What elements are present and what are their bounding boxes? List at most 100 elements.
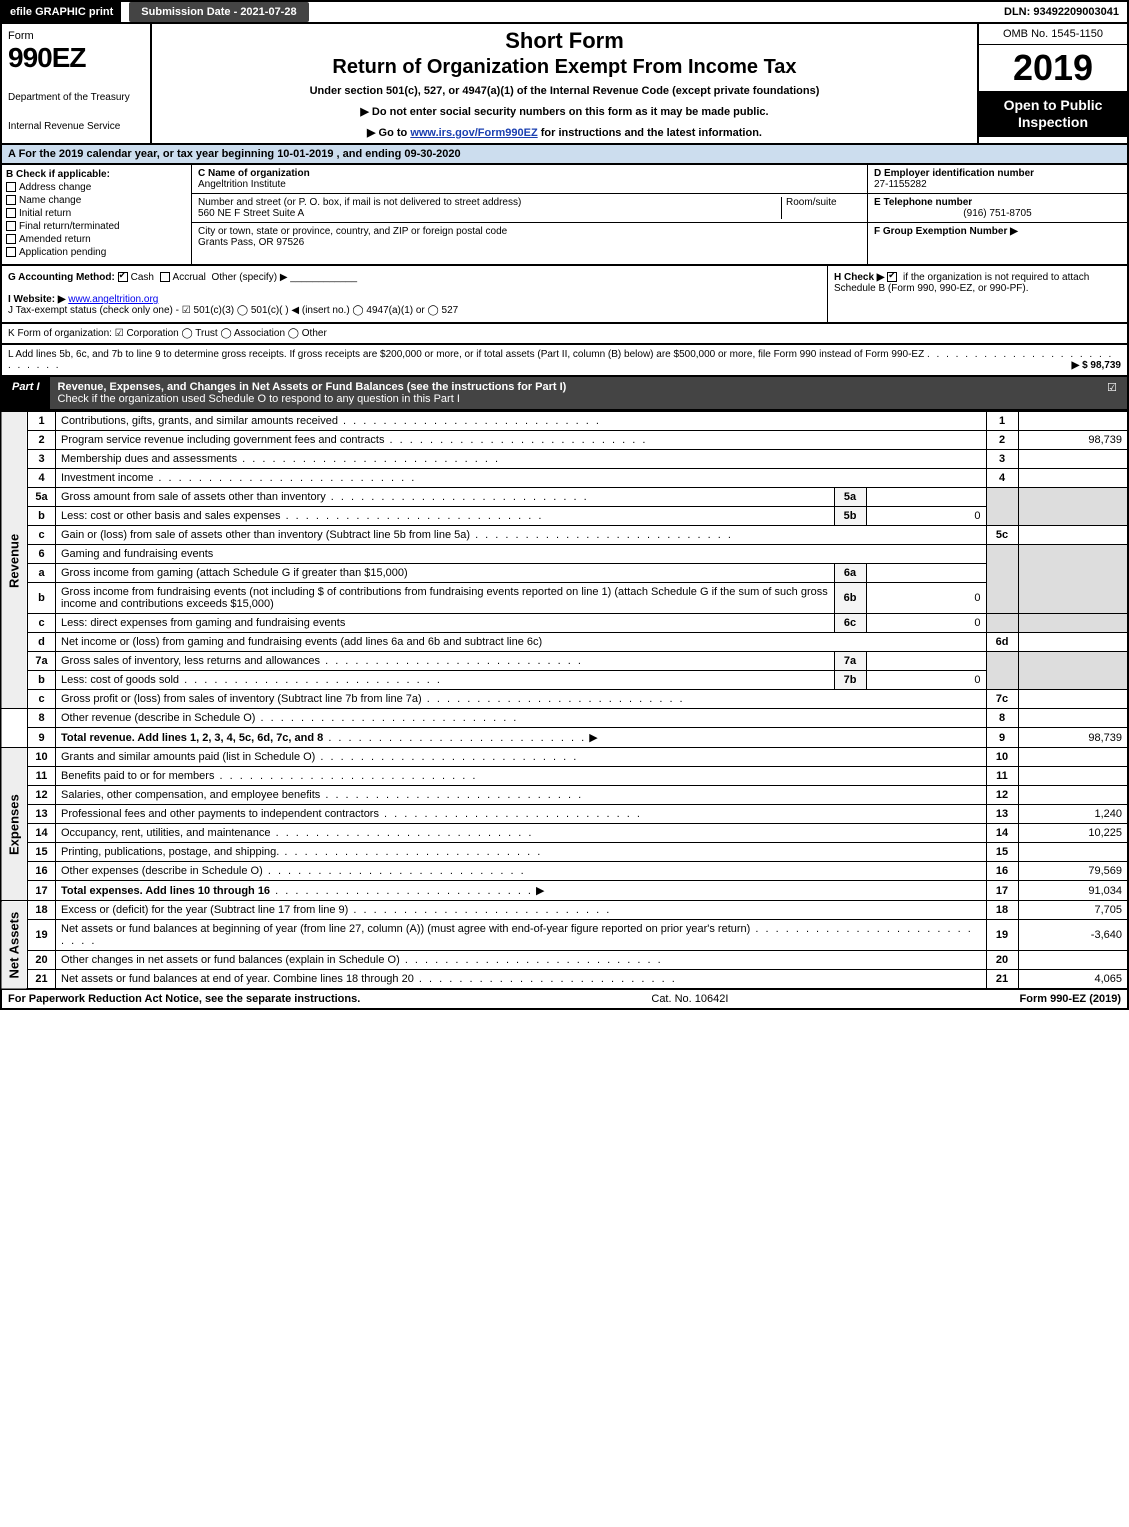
- ln6b-num: b: [28, 583, 56, 614]
- row-a-taxyear: A For the 2019 calendar year, or tax yea…: [0, 145, 1129, 165]
- submission-date: Submission Date - 2021-07-28: [129, 2, 308, 22]
- ln6a-sub: 6a: [834, 564, 866, 583]
- form-number: 990EZ: [8, 42, 144, 74]
- ln9-ref: 9: [986, 728, 1018, 748]
- ln9-amt: 98,739: [1018, 728, 1128, 748]
- ein-label: D Employer identification number: [874, 168, 1121, 179]
- footer-right: Form 990-EZ (2019): [1020, 993, 1121, 1005]
- ln18-desc: Excess or (deficit) for the year (Subtra…: [61, 904, 348, 916]
- ln6a-num: a: [28, 564, 56, 583]
- do-not-enter: ▶ Do not enter social security numbers o…: [162, 105, 967, 118]
- ln21-ref: 21: [986, 970, 1018, 990]
- chk-amended-return[interactable]: Amended return: [6, 234, 187, 245]
- ln5b-desc: Less: cost or other basis and sales expe…: [61, 510, 281, 522]
- ln1-ref: 1: [986, 412, 1018, 431]
- return-title: Return of Organization Exempt From Incom…: [162, 56, 967, 79]
- ln5c-num: c: [28, 526, 56, 545]
- ln16-ref: 16: [986, 862, 1018, 881]
- ln15-desc: Printing, publications, postage, and shi…: [61, 846, 279, 858]
- go-to-pre: ▶ Go to: [367, 127, 410, 139]
- ln16-desc: Other expenses (describe in Schedule O): [61, 865, 263, 877]
- side-netassets: Net Assets: [1, 901, 28, 990]
- org-street: 560 NE F Street Suite A: [198, 208, 304, 219]
- info-block: B Check if applicable: Address change Na…: [0, 165, 1129, 266]
- col-c-org: C Name of organization Angeltrition Inst…: [192, 165, 867, 264]
- col-b-title: B Check if applicable:: [6, 169, 187, 180]
- line-l-text: L Add lines 5b, 6c, and 7b to line 9 to …: [8, 349, 924, 360]
- chk-application-pending[interactable]: Application pending: [6, 247, 187, 258]
- chk-label: Application pending: [19, 247, 106, 258]
- chk-h[interactable]: [887, 272, 897, 282]
- ln14-ref: 14: [986, 824, 1018, 843]
- irs-link[interactable]: www.irs.gov/Form990EZ: [410, 127, 537, 139]
- ln5b-sub: 5b: [834, 507, 866, 526]
- ln5b-num: b: [28, 507, 56, 526]
- ln7b-sub: 7b: [834, 671, 866, 690]
- chk-cash[interactable]: [118, 272, 128, 282]
- chk-label: Final return/terminated: [19, 221, 120, 232]
- ln6b-sval: 0: [866, 583, 986, 614]
- website-link[interactable]: www.angeltrition.org: [68, 294, 158, 305]
- go-to-post: for instructions and the latest informat…: [541, 127, 762, 139]
- ln17-num: 17: [28, 881, 56, 901]
- chk-initial-return[interactable]: Initial return: [6, 208, 187, 219]
- ln9-num: 9: [28, 728, 56, 748]
- ln8-amt: [1018, 709, 1128, 728]
- room-suite-label: Room/suite: [781, 197, 861, 219]
- ln5b-sval: 0: [866, 507, 986, 526]
- ln18-amt: 7,705: [1018, 901, 1128, 920]
- ln11-amt: [1018, 767, 1128, 786]
- ln2-amt: 98,739: [1018, 431, 1128, 450]
- ln18-ref: 18: [986, 901, 1018, 920]
- side-expenses: Expenses: [1, 748, 28, 901]
- chk-name-change[interactable]: Name change: [6, 195, 187, 206]
- chk-final-return[interactable]: Final return/terminated: [6, 221, 187, 232]
- g-accounting: G Accounting Method: Cash Accrual Other …: [2, 266, 827, 322]
- part-i-title-text: Revenue, Expenses, and Changes in Net As…: [58, 381, 567, 393]
- ln13-amt: 1,240: [1018, 805, 1128, 824]
- ln6c-sval: 0: [866, 614, 986, 633]
- ln9-desc: Total revenue. Add lines 1, 2, 3, 4, 5c,…: [61, 732, 323, 744]
- ln21-num: 21: [28, 970, 56, 990]
- ein-value: 27-1155282: [874, 179, 1121, 190]
- chk-address-change[interactable]: Address change: [6, 182, 187, 193]
- ln3-ref: 3: [986, 450, 1018, 469]
- ln20-ref: 20: [986, 951, 1018, 970]
- chk-label: Name change: [19, 195, 81, 206]
- ln7c-num: c: [28, 690, 56, 709]
- chk-label: Amended return: [19, 234, 91, 245]
- chk-label: Address change: [19, 182, 91, 193]
- i-label: I Website: ▶: [8, 294, 66, 305]
- form-header: Form 990EZ Department of the Treasury In…: [0, 24, 1129, 145]
- ln16-amt: 79,569: [1018, 862, 1128, 881]
- ln18-num: 18: [28, 901, 56, 920]
- ln8-desc: Other revenue (describe in Schedule O): [61, 712, 255, 724]
- ln11-ref: 11: [986, 767, 1018, 786]
- ln8-num: 8: [28, 709, 56, 728]
- col-d: D Employer identification number 27-1155…: [867, 165, 1127, 264]
- ln7b-sval: 0: [866, 671, 986, 690]
- ln17-ref: 17: [986, 881, 1018, 901]
- org-name: Angeltrition Institute: [198, 179, 286, 190]
- ln7a-num: 7a: [28, 652, 56, 671]
- short-form-title: Short Form: [162, 28, 967, 54]
- ln7a-sval: [866, 652, 986, 671]
- part-i-subtitle: Check if the organization used Schedule …: [58, 393, 460, 405]
- go-to-line: ▶ Go to www.irs.gov/Form990EZ for instru…: [162, 126, 967, 139]
- ln11-num: 11: [28, 767, 56, 786]
- ln10-desc: Grants and similar amounts paid (list in…: [61, 751, 315, 763]
- ln20-desc: Other changes in net assets or fund bala…: [61, 954, 400, 966]
- ln14-amt: 10,225: [1018, 824, 1128, 843]
- ln13-ref: 13: [986, 805, 1018, 824]
- part-i-header: Part I Revenue, Expenses, and Changes in…: [0, 377, 1129, 411]
- ln5c-amt: [1018, 526, 1128, 545]
- ln20-num: 20: [28, 951, 56, 970]
- ln1-num: 1: [28, 412, 56, 431]
- ln10-ref: 10: [986, 748, 1018, 767]
- ln4-desc: Investment income: [61, 472, 153, 484]
- chk-accrual[interactable]: [160, 272, 170, 282]
- ln5a-desc: Gross amount from sale of assets other t…: [61, 491, 326, 503]
- side-revenue: Revenue: [1, 412, 28, 709]
- ln19-ref: 19: [986, 920, 1018, 951]
- part-i-check[interactable]: ☑: [1097, 377, 1127, 409]
